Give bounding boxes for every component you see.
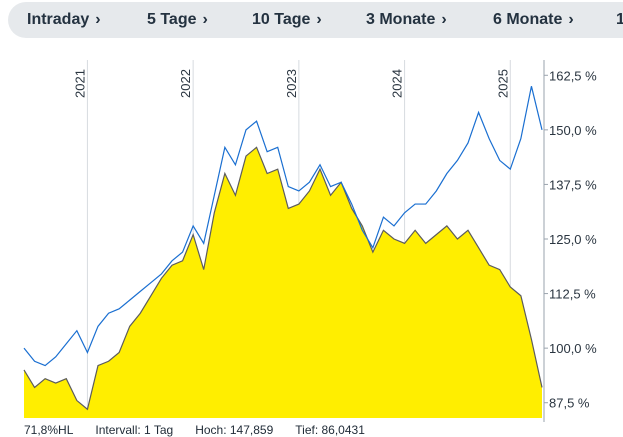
footer-interval: Intervall: 1 Tag: [95, 423, 174, 437]
y-tick-label: 112,5 %: [549, 287, 596, 302]
tab-10-tage[interactable]: 10 Tage ›: [252, 2, 322, 38]
chevron-right-icon: ›: [95, 11, 101, 28]
y-tick-label: 100,0 %: [549, 341, 597, 356]
x-tick-label: 2025: [495, 69, 510, 98]
chevron-right-icon: ›: [202, 11, 208, 28]
tab-label: 3 Monate: [366, 11, 436, 28]
chevron-right-icon: ›: [316, 11, 322, 28]
chart-footer: 71,8%HL Intervall: 1 Tag Hoch: 147,859 T…: [24, 423, 387, 437]
x-tick-label: 2024: [390, 69, 405, 98]
tab-3-monate[interactable]: 3 Monate ›: [366, 2, 447, 38]
x-tick-label: 2023: [284, 69, 299, 98]
tab-intraday[interactable]: Intraday ›: [27, 2, 101, 38]
y-tick-label: 150,0 %: [549, 123, 597, 138]
tab-6-monate[interactable]: 6 Monate ›: [493, 2, 574, 38]
tab-label: Intraday: [27, 11, 90, 28]
area-series-fill: [24, 147, 542, 418]
price-chart[interactable]: 2021 2022 2023 2024 2025 162,5 % 150,0 % 137,5 …: [0, 60, 623, 422]
y-tick-label: 162,5 %: [549, 68, 597, 83]
y-tick-label: 87,5 %: [549, 396, 590, 411]
y-tick-label: 137,5 %: [549, 177, 597, 192]
x-tick-label: 2022: [178, 69, 193, 98]
footer-high: Hoch: 147,859: [195, 423, 274, 437]
tab-label: 1: [616, 11, 623, 28]
tab-label: 10 Tage: [252, 11, 311, 28]
chevron-right-icon: ›: [568, 11, 574, 28]
footer-low: Tief: 86,0431: [295, 423, 365, 437]
x-tick-label: 2021: [72, 69, 87, 98]
footer-hl: 71,8%HL: [24, 423, 74, 437]
area-series-line: [23, 146, 543, 411]
tab-label: 6 Monate: [493, 11, 563, 28]
line-series: [23, 86, 543, 367]
chevron-right-icon: ›: [441, 11, 447, 28]
tab-label: 5 Tage: [147, 11, 197, 28]
period-tab-bar: Intraday › 5 Tage › 10 Tage › 3 Monate › 6 M…: [8, 2, 623, 38]
tab-5-tage[interactable]: 5 Tage ›: [147, 2, 208, 38]
tab-1-jahr[interactable]: 1: [616, 2, 623, 38]
y-tick-label: 125,0 %: [549, 232, 597, 247]
